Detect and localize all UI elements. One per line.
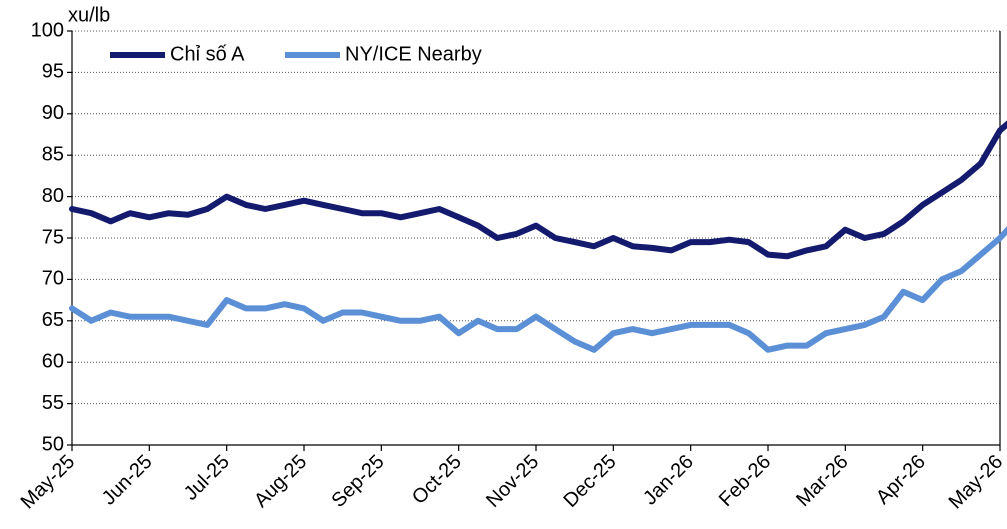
y-tick-label: 65 xyxy=(42,309,64,331)
x-tick-label: Mar-26 xyxy=(792,451,852,511)
y-tick-label: 60 xyxy=(42,350,64,372)
y-axis-label: xu/lb xyxy=(68,4,110,26)
x-tick-label: Apr-26 xyxy=(872,451,930,509)
x-tick-label: Dec-25 xyxy=(559,451,620,512)
y-tick-label: 85 xyxy=(42,143,64,165)
y-tick-label: 100 xyxy=(31,19,64,41)
line-series xyxy=(69,226,1007,353)
x-tick-label: May-26 xyxy=(945,451,1007,514)
x-tick-label: Nov-25 xyxy=(482,451,543,512)
y-tick-label: 75 xyxy=(42,226,64,248)
y-tick-label: 95 xyxy=(42,61,64,83)
legend-label: NY/ICE Nearby xyxy=(345,43,482,65)
y-tick-label: 90 xyxy=(42,102,64,124)
line-series xyxy=(69,120,1007,260)
x-tick-label: Jun-25 xyxy=(98,451,157,510)
legend-label: Chỉ số A xyxy=(170,43,245,65)
x-tick-label: Sep-25 xyxy=(327,451,388,512)
y-tick-label: 70 xyxy=(42,268,64,290)
x-tick-label: Jul-25 xyxy=(180,451,234,505)
x-tick-label: Jan-26 xyxy=(639,451,698,510)
x-tick-label: Feb-26 xyxy=(715,451,775,511)
y-tick-label: 55 xyxy=(42,392,64,414)
y-tick-label: 80 xyxy=(42,185,64,207)
x-tick-label: May-25 xyxy=(17,451,80,514)
x-tick-label: Aug-25 xyxy=(250,451,311,512)
x-tick-label: Oct-25 xyxy=(408,451,466,509)
y-tick-label: 50 xyxy=(42,433,64,455)
